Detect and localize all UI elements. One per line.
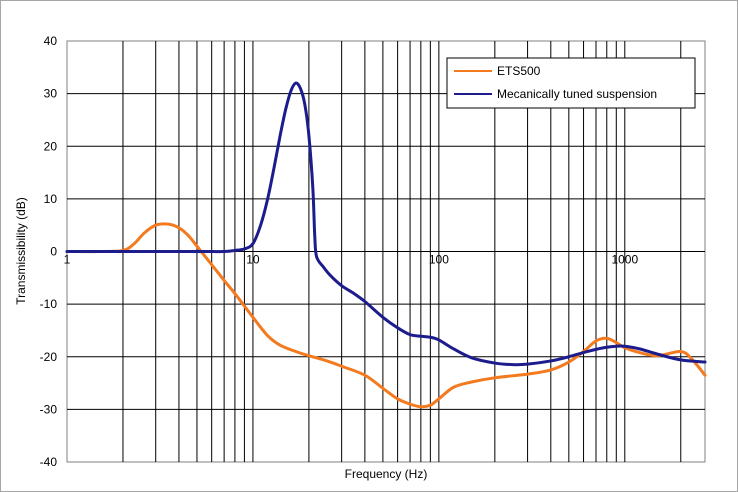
y-tick-label: -30 [40, 402, 58, 416]
y-tick-label: -40 [40, 455, 58, 469]
series-line-ets500 [65, 222, 707, 409]
series-lines [65, 81, 707, 409]
x-axis-label: Frequency (Hz) [345, 467, 428, 481]
legend-label-mechanical: Mecanically tuned suspension [497, 87, 657, 101]
legend-label-ets500: ETS500 [497, 64, 541, 78]
y-tick-label: 20 [44, 139, 58, 153]
x-tick-label: 1000 [611, 253, 638, 267]
y-tick-label: -10 [40, 297, 58, 311]
y-axis-label: Transmissibility (dB) [14, 197, 28, 305]
x-tick-label: 1 [64, 253, 71, 267]
y-tick-label: 10 [44, 192, 58, 206]
y-tick-label: 0 [50, 245, 57, 259]
x-tick-label: 10 [246, 253, 260, 267]
x-tick-label: 100 [429, 253, 449, 267]
y-tick-labels: -40 -30 -20 -10 0 10 20 30 40 [40, 34, 58, 469]
y-tick-label: 30 [44, 87, 58, 101]
legend-box [446, 57, 696, 109]
y-tick-label: 40 [44, 34, 58, 48]
x-tick-labels: 1 10 100 1000 [64, 253, 639, 267]
y-tick-label: -20 [40, 350, 58, 364]
series-line-mechanical [65, 81, 707, 367]
grid-lines [67, 41, 705, 462]
legend: ETS500 Mecanically tuned suspension [446, 57, 696, 109]
